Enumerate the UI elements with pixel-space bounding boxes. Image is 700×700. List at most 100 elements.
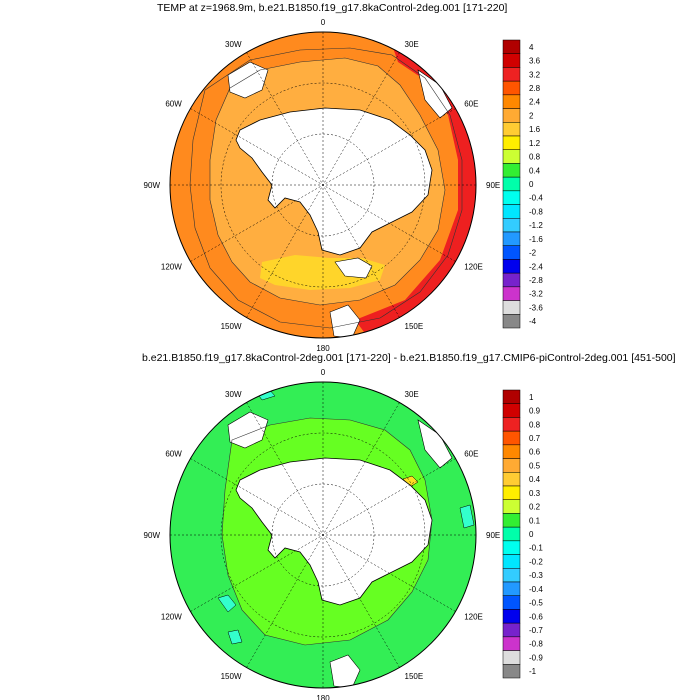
colorbar-label: 2 (529, 111, 534, 120)
colorbar-label: 0 (529, 530, 534, 539)
colorbar-label: -3.2 (529, 290, 543, 299)
colorbar-swatch (502, 554, 521, 569)
colorbar-swatch (502, 499, 521, 514)
map2-polar-plot: 0 30E 60E 90E 120E 150E 180 150W 120W 90W 60W 30W 1… (144, 368, 544, 700)
map2-nz-edge (329, 654, 361, 688)
colorbar-swatch (502, 430, 521, 446)
colorbar-swatch (502, 231, 521, 246)
colorbar-swatch (502, 389, 521, 404)
colorbar-swatch (502, 444, 521, 459)
longitude-label: 150W (221, 322, 242, 331)
map1-nz-edge (329, 304, 361, 338)
colorbar-swatch (502, 636, 521, 651)
colorbar-label: 0.4 (529, 475, 541, 484)
longitude-label: 120E (464, 613, 483, 622)
colorbar-label: -2 (529, 249, 537, 258)
colorbar-swatch (502, 259, 521, 274)
colorbar-label: -0.6 (529, 612, 543, 621)
longitude-label: 30W (225, 40, 242, 49)
map2-contour (221, 417, 433, 646)
map2-colorbar: 1 0.9 0.8 0.7 0.6 0.5 0.4 0.3 0.2 0.1 0 -0.1 -0.2 -0.… (502, 389, 543, 679)
colorbar-swatch (502, 108, 521, 123)
colorbar-swatch (502, 135, 521, 150)
colorbar-label: 2.8 (529, 84, 541, 93)
colorbar-label: 0.9 (529, 407, 541, 416)
colorbar-swatch (502, 300, 521, 315)
colorbar-swatch (502, 540, 521, 555)
map2-cool-patch-1 (217, 594, 237, 613)
colorbar-swatch (502, 403, 521, 418)
colorbar-swatch (502, 122, 521, 137)
colorbar-label: 2.4 (529, 98, 541, 107)
colorbar-label: 0 (529, 180, 534, 189)
longitude-label: 150W (221, 672, 242, 681)
colorbar-swatch (502, 272, 521, 288)
colorbar-swatch (502, 80, 521, 96)
colorbar-label: 3.2 (529, 70, 541, 79)
colorbar-swatch (502, 190, 521, 205)
colorbar-swatch (502, 314, 521, 329)
colorbar-label: 4 (529, 43, 534, 52)
colorbar-swatch (502, 39, 521, 54)
colorbar-label: -2.4 (529, 262, 543, 271)
longitude-label: 60E (464, 100, 478, 109)
map1-graticule (170, 32, 476, 338)
colorbar-swatch (502, 595, 521, 610)
longitude-label: 0 (321, 368, 326, 377)
map2-south-america (227, 411, 269, 449)
colorbar-swatch (502, 163, 521, 178)
colorbar-label: 1 (529, 393, 534, 402)
map1-australia-edge (334, 257, 373, 279)
colorbar-swatch (502, 245, 521, 260)
longitude-label: 30W (225, 390, 242, 399)
colorbar-swatch (502, 622, 521, 638)
colorbar-swatch (502, 458, 521, 473)
colorbar-swatch (502, 67, 521, 82)
map2-title: b.e21.B1850.f19_g17.8kaControl-2deg.001 … (142, 352, 676, 364)
colorbar-label: -2.8 (529, 276, 543, 285)
map1-border (169, 31, 477, 339)
colorbar-label: 0.8 (529, 153, 541, 162)
map2-border (169, 381, 477, 689)
colorbar-swatch (502, 218, 521, 233)
colorbar-label: -0.8 (529, 640, 543, 649)
colorbar-swatch (502, 581, 521, 596)
colorbar-swatch (502, 650, 521, 665)
colorbar-label: -1 (529, 667, 537, 676)
map2-graticule (170, 382, 476, 688)
longitude-label: 30E (405, 390, 419, 399)
longitude-label: 120W (161, 263, 182, 272)
colorbar-swatch (502, 609, 521, 624)
colorbar-label: 0.5 (529, 461, 541, 470)
longitude-label: 90E (486, 531, 500, 540)
map1-hot-band (355, 45, 476, 338)
colorbar-label: 0.8 (529, 420, 541, 429)
colorbar-label: 0.7 (529, 434, 541, 443)
colorbar-swatch (502, 664, 521, 679)
colorbar-label: -1.6 (529, 235, 543, 244)
colorbar-swatch (502, 568, 521, 583)
map1-contour-outer (189, 47, 463, 329)
colorbar-swatch (502, 472, 521, 487)
longitude-label: 150E (405, 672, 424, 681)
colorbar-label: 0.2 (529, 503, 541, 512)
colorbar-label: 3.6 (529, 57, 541, 66)
colorbar-swatch (502, 53, 521, 68)
colorbar-label: -0.7 (529, 626, 543, 635)
colorbar-label: -0.4 (529, 194, 543, 203)
colorbar-swatch (502, 149, 521, 164)
longitude-label: 180 (316, 344, 330, 353)
longitude-label: 180 (316, 694, 330, 700)
longitude-label: 120W (161, 613, 182, 622)
colorbar-label: -3.6 (529, 303, 543, 312)
longitude-label: 30E (405, 40, 419, 49)
colorbar-label: 0.3 (529, 489, 541, 498)
longitude-label: 60W (165, 450, 182, 459)
colorbar-swatch (502, 94, 521, 109)
map2-antarctica (235, 457, 433, 606)
colorbar-label: -1.2 (529, 221, 543, 230)
colorbar-swatch (502, 526, 521, 542)
longitude-label: 120E (464, 263, 483, 272)
longitude-label: 90W (144, 531, 161, 540)
